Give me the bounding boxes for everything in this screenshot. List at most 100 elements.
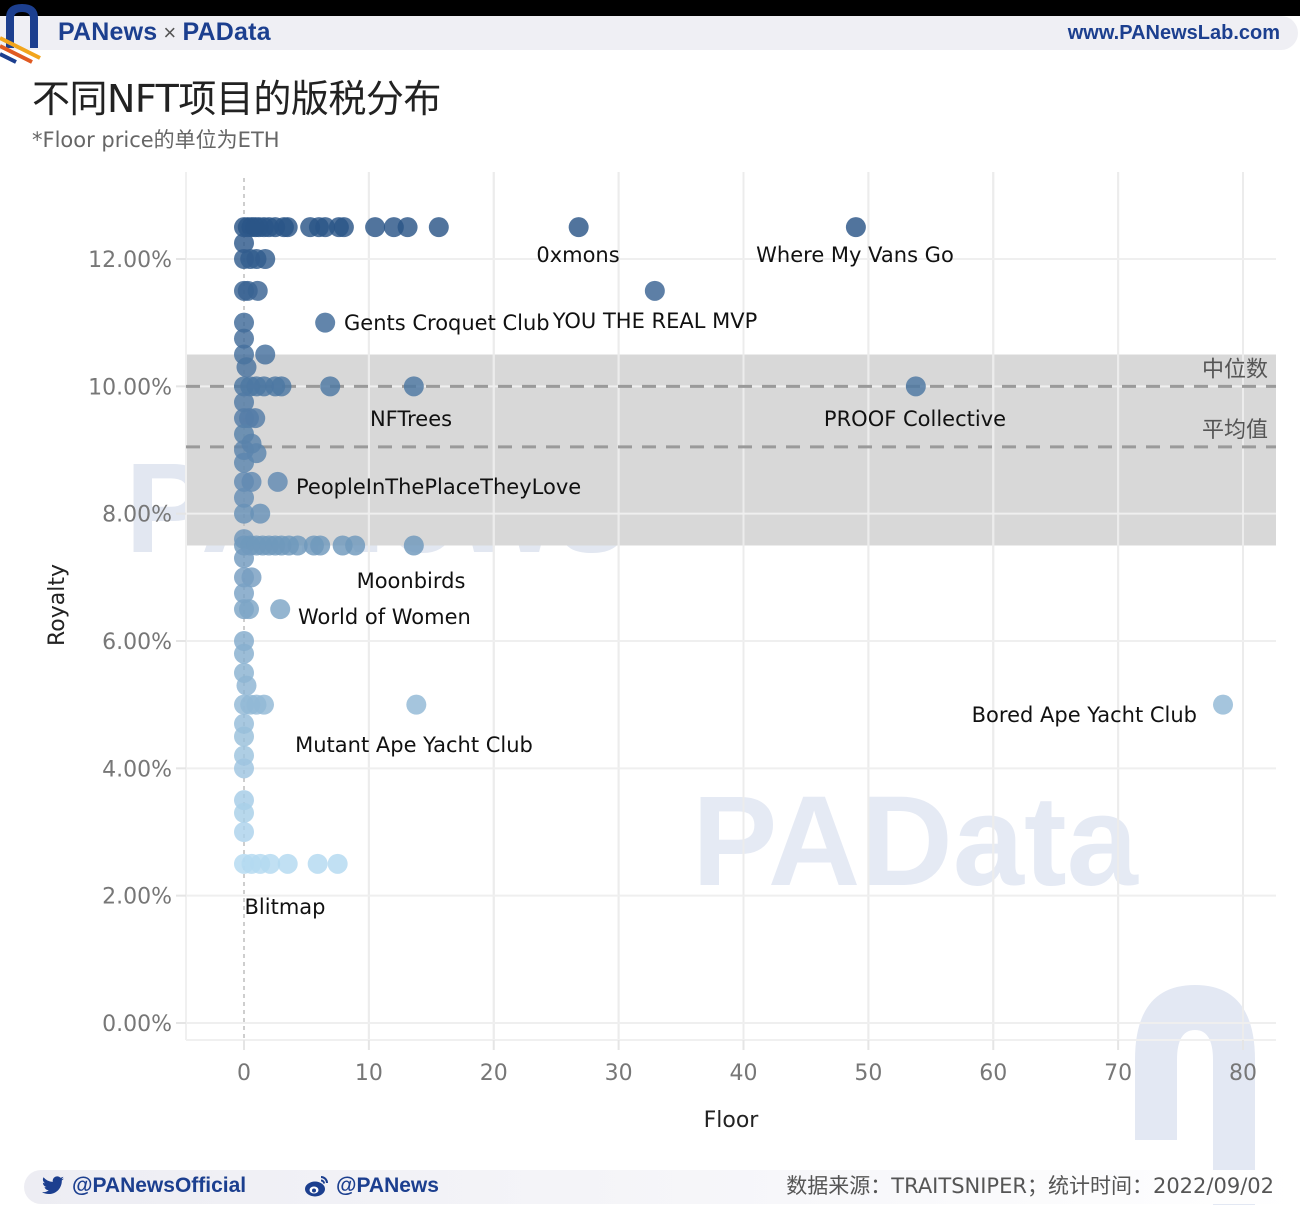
brand-panews: PANews: [58, 18, 158, 46]
data-point[interactable]: [403, 376, 424, 397]
point-label: Moonbirds: [357, 569, 466, 593]
weibo-handle-text: @PANews: [336, 1174, 439, 1197]
data-point[interactable]: [234, 487, 254, 508]
brand-separator: ×: [163, 20, 177, 45]
brand-bar: [0, 16, 1298, 50]
mean-label: 平均值: [1202, 418, 1268, 443]
panews-logo-icon: [0, 4, 41, 64]
y-tick-label: 10.00%: [88, 375, 172, 400]
y-axis-title: Royalty: [45, 564, 70, 646]
data-point[interactable]: [845, 217, 866, 238]
data-point[interactable]: [234, 643, 254, 664]
data-point[interactable]: [267, 471, 288, 492]
data-point[interactable]: [234, 392, 254, 413]
x-tick-label: 0: [237, 1061, 251, 1086]
data-point[interactable]: [234, 503, 254, 524]
data-point[interactable]: [234, 328, 254, 349]
y-tick-label: 6.00%: [102, 630, 172, 655]
watermark-padata: PAData: [692, 770, 1139, 913]
data-point[interactable]: [241, 567, 262, 588]
point-label: Blitmap: [245, 895, 326, 919]
weibo-icon: [305, 1176, 328, 1197]
data-point[interactable]: [320, 376, 341, 397]
data-point[interactable]: [406, 694, 427, 715]
point-label: Mutant Ape Yacht Club: [295, 733, 533, 757]
data-point[interactable]: [236, 357, 257, 378]
x-tick-label: 70: [1104, 1061, 1132, 1086]
y-tick-label: 4.00%: [102, 757, 172, 782]
data-point[interactable]: [315, 217, 336, 238]
point-label: PROOF Collective: [824, 407, 1006, 431]
x-tick-label: 50: [854, 1061, 882, 1086]
data-point[interactable]: [568, 217, 589, 238]
x-tick-label: 40: [730, 1061, 758, 1086]
data-point[interactable]: [250, 503, 271, 524]
point-label: YOU THE REAL MVP: [552, 309, 758, 333]
data-point[interactable]: [245, 408, 266, 429]
data-point[interactable]: [234, 583, 254, 604]
data-point[interactable]: [277, 217, 298, 238]
point-label: Bored Ape Yacht Club: [972, 703, 1197, 727]
data-point[interactable]: [271, 376, 292, 397]
data-point[interactable]: [333, 217, 354, 238]
x-tick-label: 10: [355, 1061, 383, 1086]
data-point[interactable]: [270, 599, 291, 620]
weibo-handle[interactable]: @PANews: [304, 1174, 439, 1198]
data-point[interactable]: [234, 758, 254, 779]
median-label: 中位数: [1202, 357, 1268, 382]
y-tick-label: 8.00%: [102, 503, 172, 528]
interquartile-band: [186, 354, 1276, 546]
data-point[interactable]: [234, 802, 254, 823]
data-point[interactable]: [287, 535, 308, 556]
point-label: PeopleInThePlaceTheyLove: [296, 475, 581, 499]
data-point[interactable]: [397, 217, 418, 238]
data-point[interactable]: [403, 535, 424, 556]
x-tick-label: 60: [979, 1061, 1007, 1086]
chart-title: 不同NFT项目的版税分布: [32, 77, 441, 121]
data-point[interactable]: [234, 452, 254, 473]
data-point[interactable]: [234, 233, 254, 254]
data-point[interactable]: [234, 312, 254, 333]
data-point[interactable]: [905, 376, 926, 397]
x-tick-label: 30: [605, 1061, 633, 1086]
point-label: NFTrees: [370, 407, 452, 431]
x-tick-label: 80: [1229, 1061, 1257, 1086]
top-black-bar: [0, 0, 1300, 16]
data-source-note: 数据来源：TRAITSNIPER；统计时间：2022/09/02: [786, 1174, 1274, 1198]
brand-padata: PAData: [182, 18, 271, 46]
data-point[interactable]: [241, 471, 262, 492]
data-point[interactable]: [234, 822, 254, 842]
data-point[interactable]: [315, 312, 336, 333]
data-point[interactable]: [307, 853, 328, 874]
data-point[interactable]: [255, 249, 276, 269]
data-point[interactable]: [234, 726, 254, 747]
y-tick-label: 2.00%: [102, 885, 172, 910]
website-link[interactable]: www.PANewsLab.com: [1067, 22, 1280, 44]
data-point[interactable]: [327, 853, 348, 874]
data-point[interactable]: [345, 535, 366, 556]
data-point[interactable]: [428, 217, 449, 238]
data-point[interactable]: [238, 599, 259, 620]
data-point[interactable]: [1213, 694, 1234, 715]
footer-bar: [24, 1170, 1300, 1204]
point-label: Where My Vans Go: [756, 243, 954, 267]
data-point[interactable]: [310, 535, 331, 556]
data-point[interactable]: [365, 217, 386, 238]
x-tick-label: 20: [480, 1061, 508, 1086]
data-point[interactable]: [255, 344, 276, 365]
twitter-icon: [42, 1176, 64, 1195]
y-tick-label: 12.00%: [88, 248, 172, 273]
data-point[interactable]: [277, 853, 298, 874]
data-point[interactable]: [253, 694, 274, 715]
data-point[interactable]: [260, 853, 281, 874]
twitter-handle[interactable]: @PANewsOfficial: [40, 1174, 246, 1198]
data-point[interactable]: [644, 280, 665, 301]
data-point[interactable]: [247, 280, 268, 301]
data-point[interactable]: [236, 675, 257, 696]
data-point[interactable]: [234, 548, 254, 569]
chart-subtitle: *Floor price的单位为ETH: [32, 128, 280, 152]
point-label: Gents Croquet Club: [344, 311, 550, 335]
y-tick-label: 0.00%: [102, 1012, 172, 1037]
data-point[interactable]: [383, 217, 404, 238]
